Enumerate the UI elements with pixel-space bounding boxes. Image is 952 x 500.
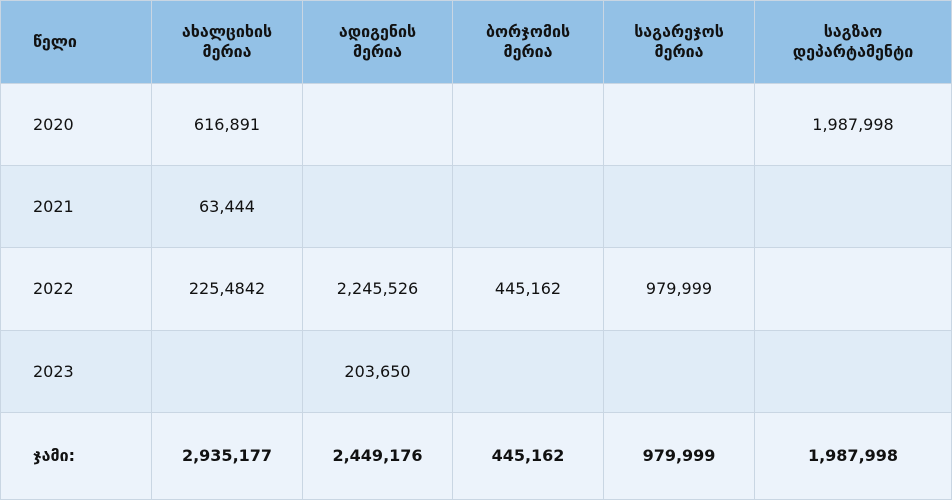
header-text: მერია	[503, 42, 553, 61]
table-body: 2020 616,891 1,987,998 2021 63,444 2022 225,48…	[0, 82, 952, 500]
header-text: წელი	[33, 32, 77, 51]
total-cell: 1,987,998	[754, 411, 952, 500]
value-cell	[754, 329, 952, 413]
total-cell: 979,999	[603, 411, 755, 500]
value-cell	[151, 329, 303, 413]
total-row: ჯამი: 2,935,177 2,449,176 445,162 979,999 1,9…	[0, 411, 952, 500]
value-cell	[452, 82, 604, 167]
header-cell: ადიგენის მერია	[302, 0, 453, 84]
header-text: მერია	[352, 42, 402, 61]
header-text: ადიგენის	[338, 22, 417, 41]
header-cell: საგარეჯოს მერია	[603, 0, 755, 84]
total-cell: 2,449,176	[302, 411, 453, 500]
header-text: მერია	[654, 42, 704, 61]
header-row: წელი ახალციხის მერია ადიგენის მერია ბორჯომის მ…	[0, 0, 952, 84]
value-cell: 445,162	[452, 247, 604, 331]
value-cell	[452, 165, 604, 249]
value-cell	[452, 329, 604, 413]
header-text: ბორჯომის	[485, 22, 571, 41]
total-cell: 445,162	[452, 411, 604, 500]
value-cell	[603, 329, 755, 413]
header-text: საგზაო	[823, 22, 883, 41]
value-cell: 979,999	[603, 247, 755, 331]
value-cell: 2,245,526	[302, 247, 453, 331]
table-row: 2022 225,4842 2,245,526 445,162 979,999	[0, 247, 952, 331]
table-row: 2021 63,444	[0, 165, 952, 249]
value-cell: 63,444	[151, 165, 303, 249]
year-cell: 2022	[0, 247, 152, 331]
value-cell: 203,650	[302, 329, 453, 413]
table-row: 2023 203,650	[0, 329, 952, 413]
header-cell: ახალციხის მერია	[151, 0, 303, 84]
total-label: ჯამი:	[0, 411, 152, 500]
value-cell: 225,4842	[151, 247, 303, 331]
value-cell	[302, 165, 453, 249]
table-row: 2020 616,891 1,987,998	[0, 82, 952, 167]
value-cell: 616,891	[151, 82, 303, 167]
value-cell: 1,987,998	[754, 82, 952, 167]
header-text: დეპარტამენტი	[792, 42, 914, 61]
year-cell: 2021	[0, 165, 152, 249]
value-cell	[754, 247, 952, 331]
value-cell	[754, 165, 952, 249]
year-cell: 2023	[0, 329, 152, 413]
value-cell	[603, 165, 755, 249]
value-cell	[302, 82, 453, 167]
header-cell: ბორჯომის მერია	[452, 0, 604, 84]
value-cell	[603, 82, 755, 167]
header-text: მერია	[202, 42, 252, 61]
year-cell: 2020	[0, 82, 152, 167]
total-cell: 2,935,177	[151, 411, 303, 500]
header-text: საგარეჯოს	[634, 22, 724, 41]
header-text: ახალციხის	[181, 22, 273, 41]
header-cell: საგზაო დეპარტამენტი	[754, 0, 952, 84]
header-cell: წელი	[0, 0, 152, 84]
